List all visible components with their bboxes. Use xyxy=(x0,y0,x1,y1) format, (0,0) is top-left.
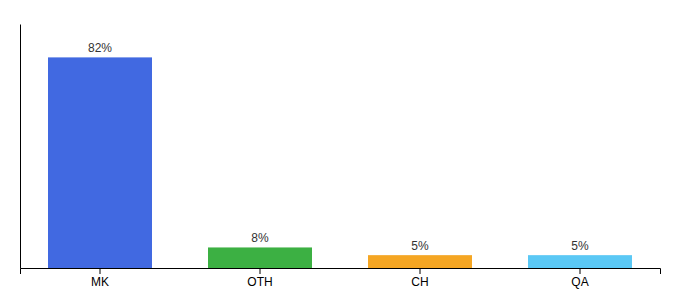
x-axis-line xyxy=(21,269,661,275)
x-tick-mark xyxy=(580,268,581,274)
x-tick-mark xyxy=(420,268,421,274)
chart: 82% 8% 5% 5% MK OTH CH QA xyxy=(0,0,680,300)
data-label: 82% xyxy=(88,41,112,55)
x-tick-label: MK xyxy=(91,275,109,289)
x-tick-label: OTH xyxy=(247,275,272,289)
x-axis: MK OTH CH QA xyxy=(21,268,661,289)
bars xyxy=(48,57,632,268)
x-tick: QA xyxy=(571,268,588,289)
x-tick-label: CH xyxy=(411,275,428,289)
y-axis-line xyxy=(20,25,21,269)
x-tick: MK xyxy=(91,268,109,289)
x-tick: CH xyxy=(411,268,428,289)
x-tick-mark xyxy=(100,268,101,274)
data-label: 5% xyxy=(411,239,429,253)
data-label: 5% xyxy=(571,239,589,253)
x-tick-mark xyxy=(260,268,261,274)
bar xyxy=(368,255,472,268)
y-axis xyxy=(20,25,21,269)
data-labels: 82% 8% 5% 5% xyxy=(88,41,589,253)
bar xyxy=(48,57,152,268)
x-tick-label: QA xyxy=(571,275,588,289)
plot: 82% 8% 5% 5% MK OTH CH QA xyxy=(21,25,661,289)
bar xyxy=(208,247,312,268)
x-tick: OTH xyxy=(247,268,272,289)
data-label: 8% xyxy=(251,231,269,245)
bar xyxy=(528,255,632,268)
